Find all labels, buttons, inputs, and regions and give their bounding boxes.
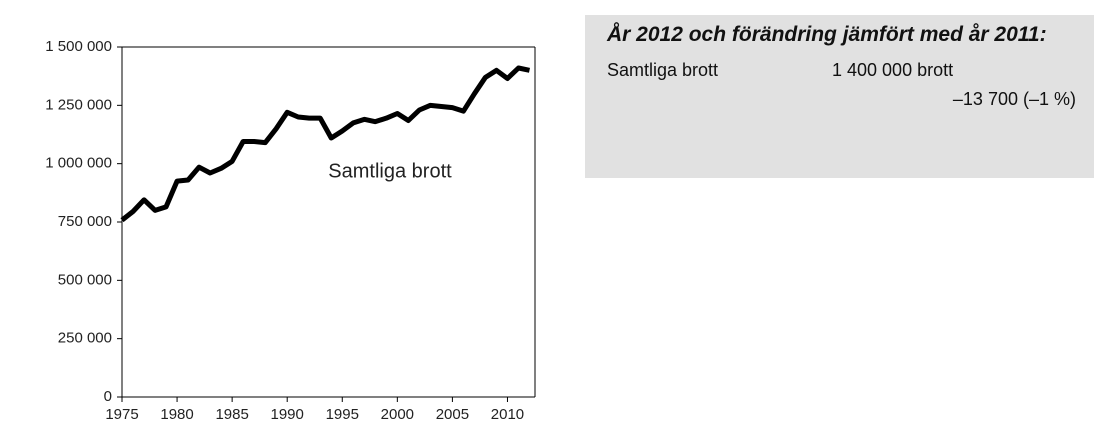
x-tick-label: 1995	[326, 406, 359, 423]
info-row: Samtliga brott 1 400 000 brott –13 700 (…	[607, 60, 1094, 130]
y-tick-label: 500 000	[58, 271, 112, 288]
y-tick-label: 1 500 000	[45, 38, 112, 55]
info-title: År 2012 och förändring jämfört med år 20…	[607, 23, 1047, 46]
y-tick-label: 750 000	[58, 213, 112, 230]
x-tick-label: 2005	[436, 406, 469, 423]
x-tick-label: 1985	[215, 406, 248, 423]
y-tick-label: 1 250 000	[45, 96, 112, 113]
info-label: Samtliga brott	[607, 60, 719, 80]
info-value: 1 400 000 brott	[832, 60, 954, 80]
y-tick-label: 250 000	[58, 330, 112, 347]
y-tick-label: 1 000 000	[45, 155, 112, 172]
chart: 0 250 000 500 000 750 000 1 000 000 1 250 000…	[45, 38, 536, 423]
x-tick-label: 2010	[491, 406, 524, 423]
data-line	[120, 65, 531, 223]
info-box: År 2012 och förändring jämfört med år 20…	[585, 15, 1094, 178]
x-tick-label: 1990	[271, 406, 304, 423]
x-tick-label: 1980	[160, 406, 193, 423]
series-annotation: Samtliga brott	[328, 160, 452, 182]
x-tick-label: 2000	[381, 406, 414, 423]
y-tick-label: 0	[104, 388, 112, 405]
info-change: –13 700 (–1 %)	[952, 89, 1076, 109]
x-tick-label: 1975	[105, 406, 138, 423]
